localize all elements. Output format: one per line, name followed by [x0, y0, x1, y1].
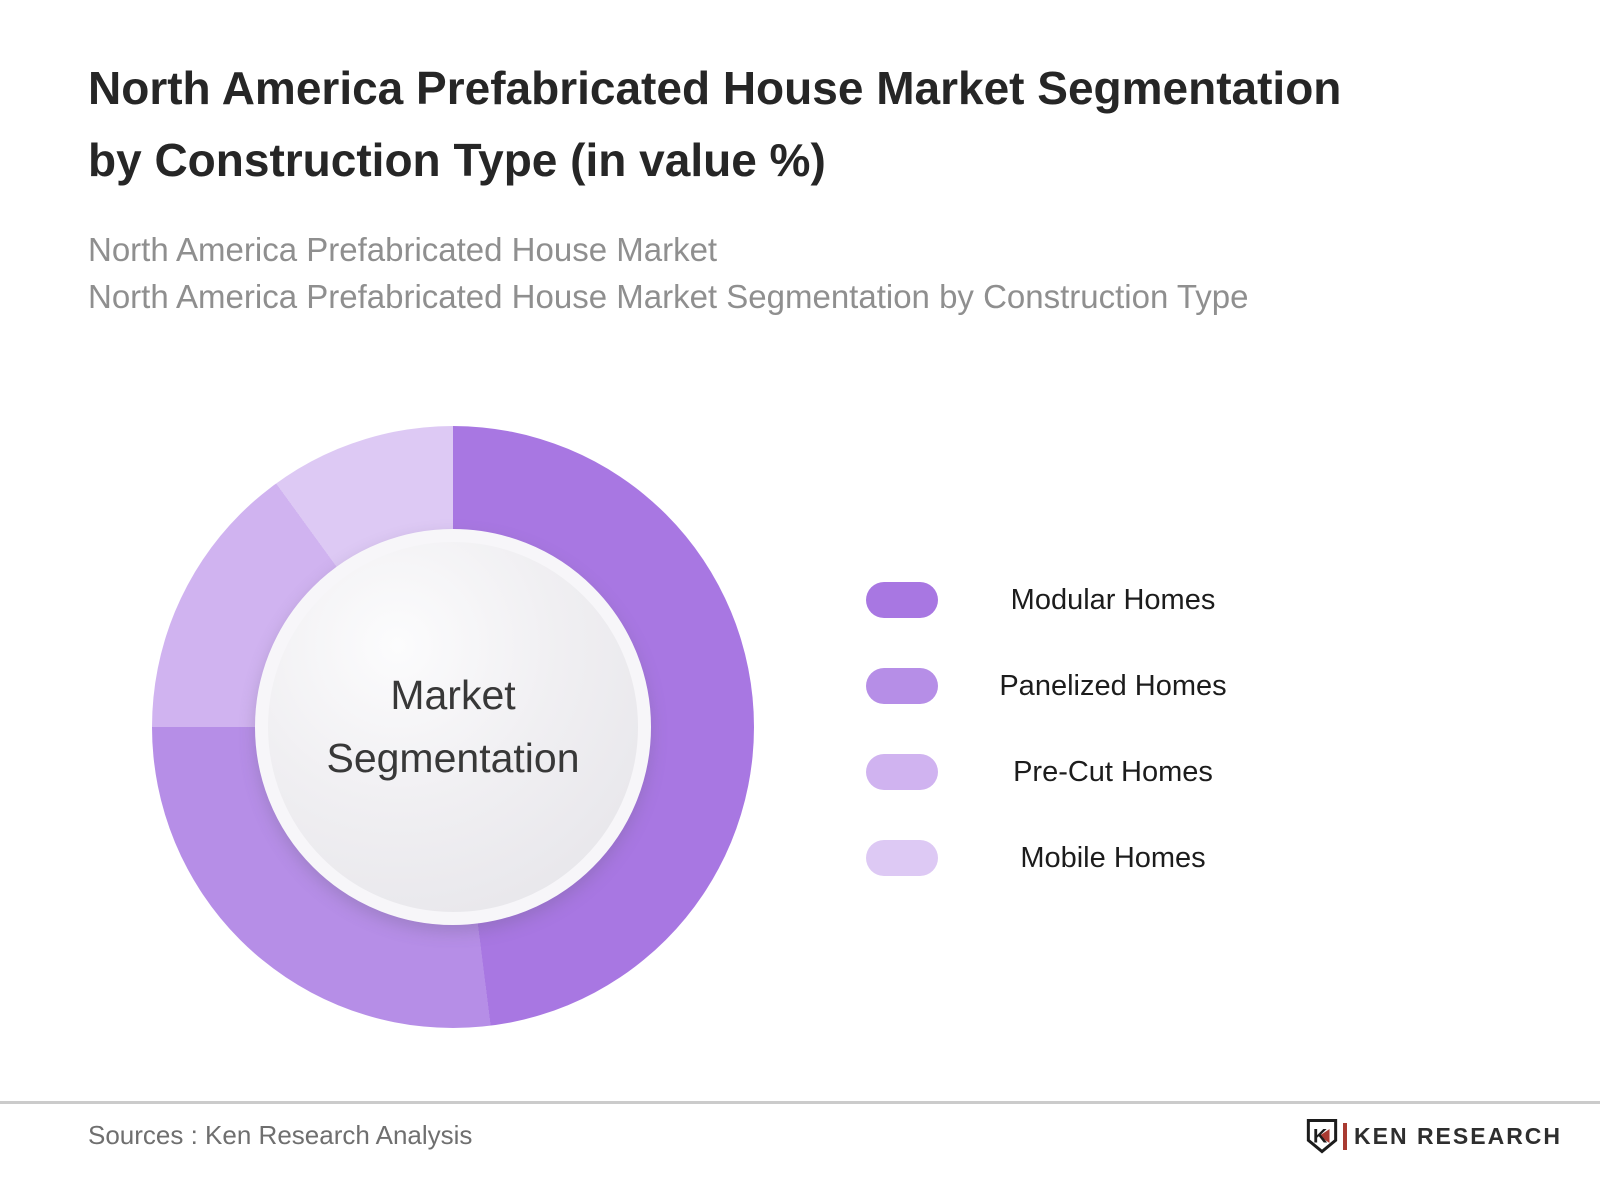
svg-text:K: K — [1313, 1126, 1328, 1148]
header: North America Prefabricated House Market… — [88, 52, 1558, 320]
page-title-line-2: by Construction Type (in value %) — [88, 134, 826, 186]
legend-item-modular-homes: Modular Homes — [866, 557, 1336, 643]
page-title: North America Prefabricated House Market… — [88, 52, 1558, 196]
donut-center-label: Market Segmentation — [326, 672, 580, 781]
legend-swatch-icon — [866, 840, 938, 876]
donut-chart: Market Segmentation — [152, 426, 754, 1028]
legend-swatch-icon — [866, 754, 938, 790]
legend-item-panelized-homes: Panelized Homes — [866, 643, 1336, 729]
page-title-line-1: North America Prefabricated House Market… — [88, 62, 1342, 114]
logo-brand-text: KEN RESEARCH — [1354, 1122, 1563, 1149]
chart-legend: Modular Homes Panelized Homes Pre-Cut Ho… — [866, 557, 1336, 901]
legend-label: Panelized Homes — [999, 669, 1227, 702]
legend-label: Modular Homes — [1010, 583, 1216, 616]
legend-label: Mobile Homes — [1020, 841, 1206, 874]
page-subtitle: North America Prefabricated House Market… — [88, 226, 1558, 320]
sources-text: Sources : Ken Research Analysis — [88, 1120, 473, 1150]
legend-item-mobile-homes: Mobile Homes — [866, 815, 1336, 901]
legend-swatch-icon — [866, 668, 938, 704]
footer-divider — [0, 1101, 1600, 1104]
legend-label: Pre-Cut Homes — [1013, 755, 1213, 788]
ken-research-logo: K KEN RESEARCH — [1306, 1116, 1562, 1156]
page-subtitle-line-2: North America Prefabricated House Market… — [88, 278, 1249, 315]
logo-separator — [1343, 1122, 1347, 1150]
donut-center: Market Segmentation — [255, 529, 651, 925]
logo-shield-icon: K — [1306, 1118, 1338, 1154]
legend-item-pre-cut-homes: Pre-Cut Homes — [866, 729, 1336, 815]
legend-swatch-icon — [866, 582, 938, 618]
page-subtitle-line-1: North America Prefabricated House Market — [88, 231, 718, 268]
